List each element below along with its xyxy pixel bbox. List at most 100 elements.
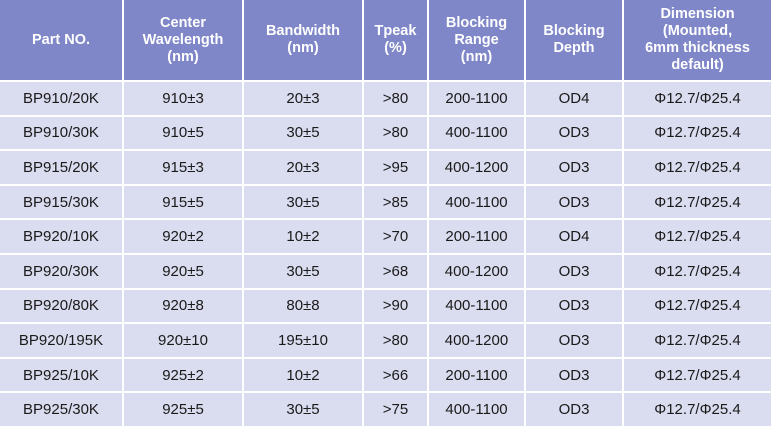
header-line: 6mm thickness bbox=[645, 40, 750, 56]
header-cell: Blocking Range (nm) bbox=[429, 0, 524, 80]
table-cell: BP910/20K bbox=[0, 82, 122, 115]
table-cell: OD3 bbox=[526, 185, 622, 219]
header-line: Bandwidth bbox=[265, 23, 341, 39]
table-cell: >75 bbox=[364, 393, 427, 426]
header-line: Part NO. bbox=[31, 31, 90, 48]
table-cell: BP915/30K bbox=[0, 185, 122, 219]
header-line: Wavelength bbox=[142, 31, 224, 48]
table-cell: Φ12.7/Φ25.4 bbox=[624, 82, 771, 115]
table-cell: OD3 bbox=[526, 358, 622, 392]
header-line: (nm) bbox=[460, 48, 493, 65]
table-cell: 400-1100 bbox=[429, 185, 524, 219]
table-cell: 920±10 bbox=[124, 324, 242, 357]
table-cell: 400-1200 bbox=[429, 324, 524, 357]
header-line: Depth bbox=[553, 40, 595, 56]
header-cell: Dimension (Mounted, 6mm thickness default) bbox=[624, 0, 771, 80]
table-row: BP925/10K 925±2 10±2 >66 200-1100 OD3 Φ12.7/Φ2… bbox=[0, 358, 771, 392]
header-line: default) bbox=[671, 57, 724, 73]
table-row: BP915/20K 915±3 20±3 >95 400-1200 OD3 Φ12.7/Φ2… bbox=[0, 151, 771, 184]
header-line: Blocking bbox=[445, 14, 508, 31]
table-cell: Φ12.7/Φ25.4 bbox=[624, 358, 771, 392]
header-cell: Center Wavelength (nm) bbox=[124, 0, 242, 80]
table-cell: OD4 bbox=[526, 220, 622, 253]
table-cell: BP920/10K bbox=[0, 220, 122, 253]
header-cell: Blocking Depth bbox=[526, 0, 622, 80]
table-row: BP915/30K 915±5 30±5 >85 400-1100 OD3 Φ12.7/Φ2… bbox=[0, 185, 771, 219]
table-row: BP920/195K 920±10 195±10 >80 400-1200 OD3 Φ12.… bbox=[0, 324, 771, 357]
table-cell: BP910/30K bbox=[0, 116, 122, 150]
table-cell: 400-1100 bbox=[429, 289, 524, 323]
header-row: Part NO. Center Wavelength (nm) Bandwidth (nm… bbox=[0, 0, 771, 80]
table-cell: BP915/20K bbox=[0, 151, 122, 184]
table-cell: BP920/30K bbox=[0, 254, 122, 288]
table-row: BP925/30K 925±5 30±5 >75 400-1100 OD3 Φ12.7/Φ2… bbox=[0, 393, 771, 426]
table-cell: 400-1200 bbox=[429, 254, 524, 288]
table-row: BP920/30K 920±5 30±5 >68 400-1200 OD3 Φ12.7/Φ2… bbox=[0, 254, 771, 288]
header-cell: Part NO. bbox=[0, 0, 122, 80]
table-cell: BP920/195K bbox=[0, 324, 122, 357]
table-cell: OD3 bbox=[526, 393, 622, 426]
table-cell: 400-1100 bbox=[429, 393, 524, 426]
table-cell: 10±2 bbox=[244, 358, 362, 392]
header-cell: Bandwidth (nm) bbox=[244, 0, 362, 80]
table-cell: 200-1100 bbox=[429, 220, 524, 253]
table-cell: OD3 bbox=[526, 151, 622, 184]
table-cell: OD3 bbox=[526, 116, 622, 150]
header-cell: Tpeak (%) bbox=[364, 0, 427, 80]
table-cell: 30±5 bbox=[244, 254, 362, 288]
table-cell: 30±5 bbox=[244, 185, 362, 219]
header-line: (%) bbox=[384, 40, 407, 56]
table-cell: Φ12.7/Φ25.4 bbox=[624, 220, 771, 253]
table-cell: BP920/80K bbox=[0, 289, 122, 323]
table-cell: OD3 bbox=[526, 289, 622, 323]
table-cell: 925±5 bbox=[124, 393, 242, 426]
table-cell: 400-1200 bbox=[429, 151, 524, 184]
table-cell: >90 bbox=[364, 289, 427, 323]
table-cell: BP925/10K bbox=[0, 358, 122, 392]
table-row: BP910/20K 910±3 20±3 >80 200-1100 OD4 Φ12.7/Φ2… bbox=[0, 82, 771, 115]
table-cell: Φ12.7/Φ25.4 bbox=[624, 254, 771, 288]
table-cell: 925±2 bbox=[124, 358, 242, 392]
table-cell: 920±8 bbox=[124, 289, 242, 323]
table-cell: Φ12.7/Φ25.4 bbox=[624, 393, 771, 426]
table-cell: >66 bbox=[364, 358, 427, 392]
table-cell: >85 bbox=[364, 185, 427, 219]
table-cell: >80 bbox=[364, 324, 427, 357]
header-line: Blocking bbox=[543, 23, 605, 39]
table-cell: OD3 bbox=[526, 324, 622, 357]
table-cell: Φ12.7/Φ25.4 bbox=[624, 324, 771, 357]
table-cell: 915±3 bbox=[124, 151, 242, 184]
table-cell: 920±2 bbox=[124, 220, 242, 253]
table-cell: 200-1100 bbox=[429, 82, 524, 115]
table-cell: 200-1100 bbox=[429, 358, 524, 392]
header-line: (Mounted, bbox=[662, 23, 733, 39]
table-cell: 20±3 bbox=[244, 82, 362, 115]
table-cell: >68 bbox=[364, 254, 427, 288]
table-cell: 10±2 bbox=[244, 220, 362, 253]
table-cell: 400-1100 bbox=[429, 116, 524, 150]
table-cell: >95 bbox=[364, 151, 427, 184]
table-cell: OD4 bbox=[526, 82, 622, 115]
table-cell: >70 bbox=[364, 220, 427, 253]
table-cell: 30±5 bbox=[244, 116, 362, 150]
table-cell: 80±8 bbox=[244, 289, 362, 323]
header-line: (nm) bbox=[287, 40, 319, 56]
table-row: BP920/10K 920±2 10±2 >70 200-1100 OD4 Φ12.7/Φ2… bbox=[0, 220, 771, 253]
table-cell: Φ12.7/Φ25.4 bbox=[624, 116, 771, 150]
table-cell: Φ12.7/Φ25.4 bbox=[624, 151, 771, 184]
table-cell: 20±3 bbox=[244, 151, 362, 184]
table-cell: >80 bbox=[364, 82, 427, 115]
header-line: (nm) bbox=[167, 48, 199, 65]
table-cell: BP925/30K bbox=[0, 393, 122, 426]
table-cell: 915±5 bbox=[124, 185, 242, 219]
table-cell: >80 bbox=[364, 116, 427, 150]
table-body: BP910/20K 910±3 20±3 >80 200-1100 OD4 Φ12.7/Φ2… bbox=[0, 82, 771, 426]
table-cell: 910±5 bbox=[124, 116, 242, 150]
table-cell: 920±5 bbox=[124, 254, 242, 288]
header-line: Tpeak bbox=[374, 23, 417, 39]
header-line: Range bbox=[454, 31, 499, 48]
table-cell: 195±10 bbox=[244, 324, 362, 357]
header-line: Center bbox=[160, 14, 206, 31]
